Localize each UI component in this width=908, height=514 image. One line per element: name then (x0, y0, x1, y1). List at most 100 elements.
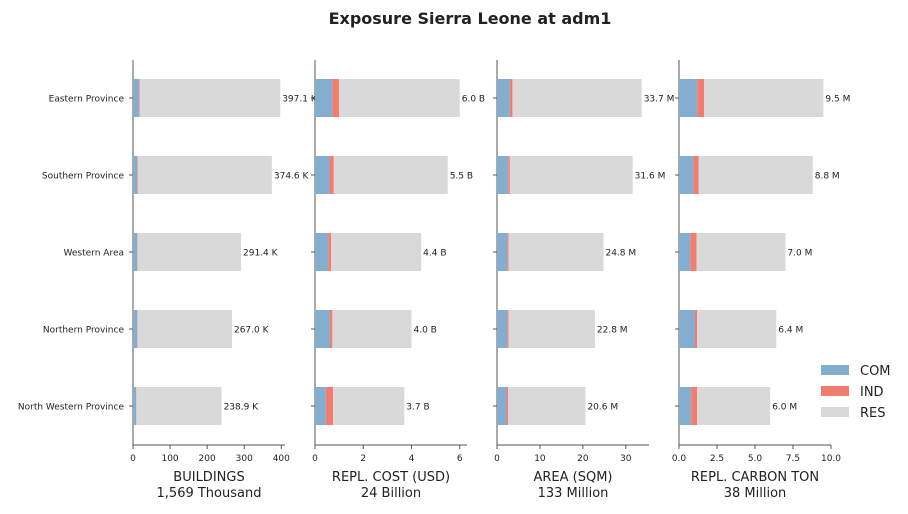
bar-segment-com (679, 387, 691, 425)
x-tick-label: 100 (161, 454, 178, 464)
bar-segment-com (133, 156, 137, 194)
x-tick-label: 5.0 (748, 454, 763, 464)
bar-segment-res (333, 387, 404, 425)
legend-label: COM (860, 364, 891, 379)
x-tick-label: 10.0 (821, 454, 841, 464)
data-label: 20.6 M (587, 403, 618, 413)
bar-segment-res (510, 156, 633, 194)
x-axis-subtitle: 133 Million (538, 486, 609, 501)
data-label: 7.0 M (787, 249, 812, 259)
bar-segment-com (497, 79, 510, 117)
data-label: 397.1 K (282, 95, 318, 105)
data-label: 374.6 K (274, 172, 310, 182)
bar-segment-res (697, 387, 770, 425)
bar-segment-res (509, 233, 604, 271)
bar-segment-res (339, 79, 460, 117)
bar-segment-com (133, 233, 137, 271)
data-label: 6.0 B (462, 95, 485, 105)
bar-segment-ind (506, 387, 508, 425)
data-label: 31.6 M (635, 172, 666, 182)
bar-segment-res (697, 310, 776, 348)
x-axis-label: REPL. CARBON TON (691, 470, 819, 485)
data-label: 6.0 M (772, 403, 797, 413)
bar-segment-com (133, 310, 137, 348)
bar-segment-ind (510, 79, 513, 117)
x-tick-label: 0.0 (672, 454, 687, 464)
bar-segment-ind (508, 156, 510, 194)
bar-segment-ind (691, 387, 697, 425)
data-label: 5.5 B (450, 172, 473, 182)
bar-segment-ind (693, 156, 698, 194)
data-label: 6.4 M (778, 326, 803, 336)
category-label: Eastern Province (49, 95, 125, 105)
bar-segment-ind (697, 79, 704, 117)
data-label: 238.9 K (224, 403, 260, 413)
legend-swatch-com (821, 365, 849, 375)
bar-segment-com (497, 233, 507, 271)
bar-segment-res (704, 79, 823, 117)
category-label: Northern Province (43, 326, 125, 336)
data-label: 9.5 M (825, 95, 850, 105)
x-axis-subtitle: 1,569 Thousand (157, 486, 262, 501)
bar-segment-com (679, 233, 690, 271)
bar-segment-com (315, 233, 328, 271)
bar-segment-com (497, 156, 508, 194)
bar-segment-ind (139, 79, 140, 117)
category-label: Western Area (64, 249, 124, 259)
data-label: 267.0 K (234, 326, 270, 336)
x-tick-label: 7.5 (786, 454, 800, 464)
x-tick-label: 6 (457, 454, 463, 464)
bar-segment-res (334, 156, 448, 194)
bar-segment-ind (695, 310, 697, 348)
bar-segment-com (679, 79, 697, 117)
legend-swatch-res (821, 407, 849, 417)
bar-segment-res (138, 156, 272, 194)
data-label: 33.7 M (644, 95, 675, 105)
x-axis-label: REPL. COST (USD) (332, 470, 450, 485)
bar-segment-res (699, 156, 813, 194)
legend-label: IND (860, 385, 884, 400)
data-label: 22.8 M (597, 326, 628, 336)
bar-segment-ind (332, 79, 339, 117)
x-tick-label: 0 (494, 454, 500, 464)
bar-segment-com (315, 79, 332, 117)
x-axis-label: BUILDINGS (173, 470, 244, 485)
bar-segment-ind (507, 310, 508, 348)
x-axis-subtitle: 24 Billion (361, 486, 421, 501)
bar-segment-com (315, 387, 326, 425)
bar-segment-res (136, 387, 221, 425)
x-tick-label: 10 (534, 454, 546, 464)
data-label: 8.8 M (815, 172, 840, 182)
category-label: Southern Province (42, 172, 125, 182)
x-tick-label: 2.5 (710, 454, 724, 464)
bar-segment-com (315, 156, 329, 194)
bar-segment-res (509, 310, 595, 348)
x-tick-label: 30 (620, 454, 632, 464)
bar-segment-res (696, 233, 785, 271)
bar-segment-res (137, 310, 232, 348)
x-tick-label: 2 (360, 454, 366, 464)
bar-segment-com (679, 156, 693, 194)
data-label: 4.4 B (423, 249, 446, 259)
chart-title: Exposure Sierra Leone at adm1 (329, 9, 612, 28)
x-tick-label: 4 (409, 454, 415, 464)
data-label: 24.8 M (605, 249, 636, 259)
x-tick-label: 200 (199, 454, 216, 464)
x-tick-label: 20 (577, 454, 589, 464)
bar-segment-com (315, 310, 330, 348)
x-tick-label: 0 (312, 454, 318, 464)
bar-segment-res (508, 387, 585, 425)
bar-segment-com (133, 387, 136, 425)
bar-segment-res (331, 233, 421, 271)
bar-segment-ind (330, 310, 332, 348)
bar-segment-ind (137, 156, 138, 194)
bar-segment-ind (507, 233, 508, 271)
bar-segment-res (140, 79, 281, 117)
x-axis-label: AREA (SQM) (533, 470, 612, 485)
x-tick-label: 300 (236, 454, 253, 464)
bar-segment-ind (326, 387, 333, 425)
data-label: 291.4 K (243, 249, 279, 259)
legend-swatch-ind (821, 386, 849, 396)
